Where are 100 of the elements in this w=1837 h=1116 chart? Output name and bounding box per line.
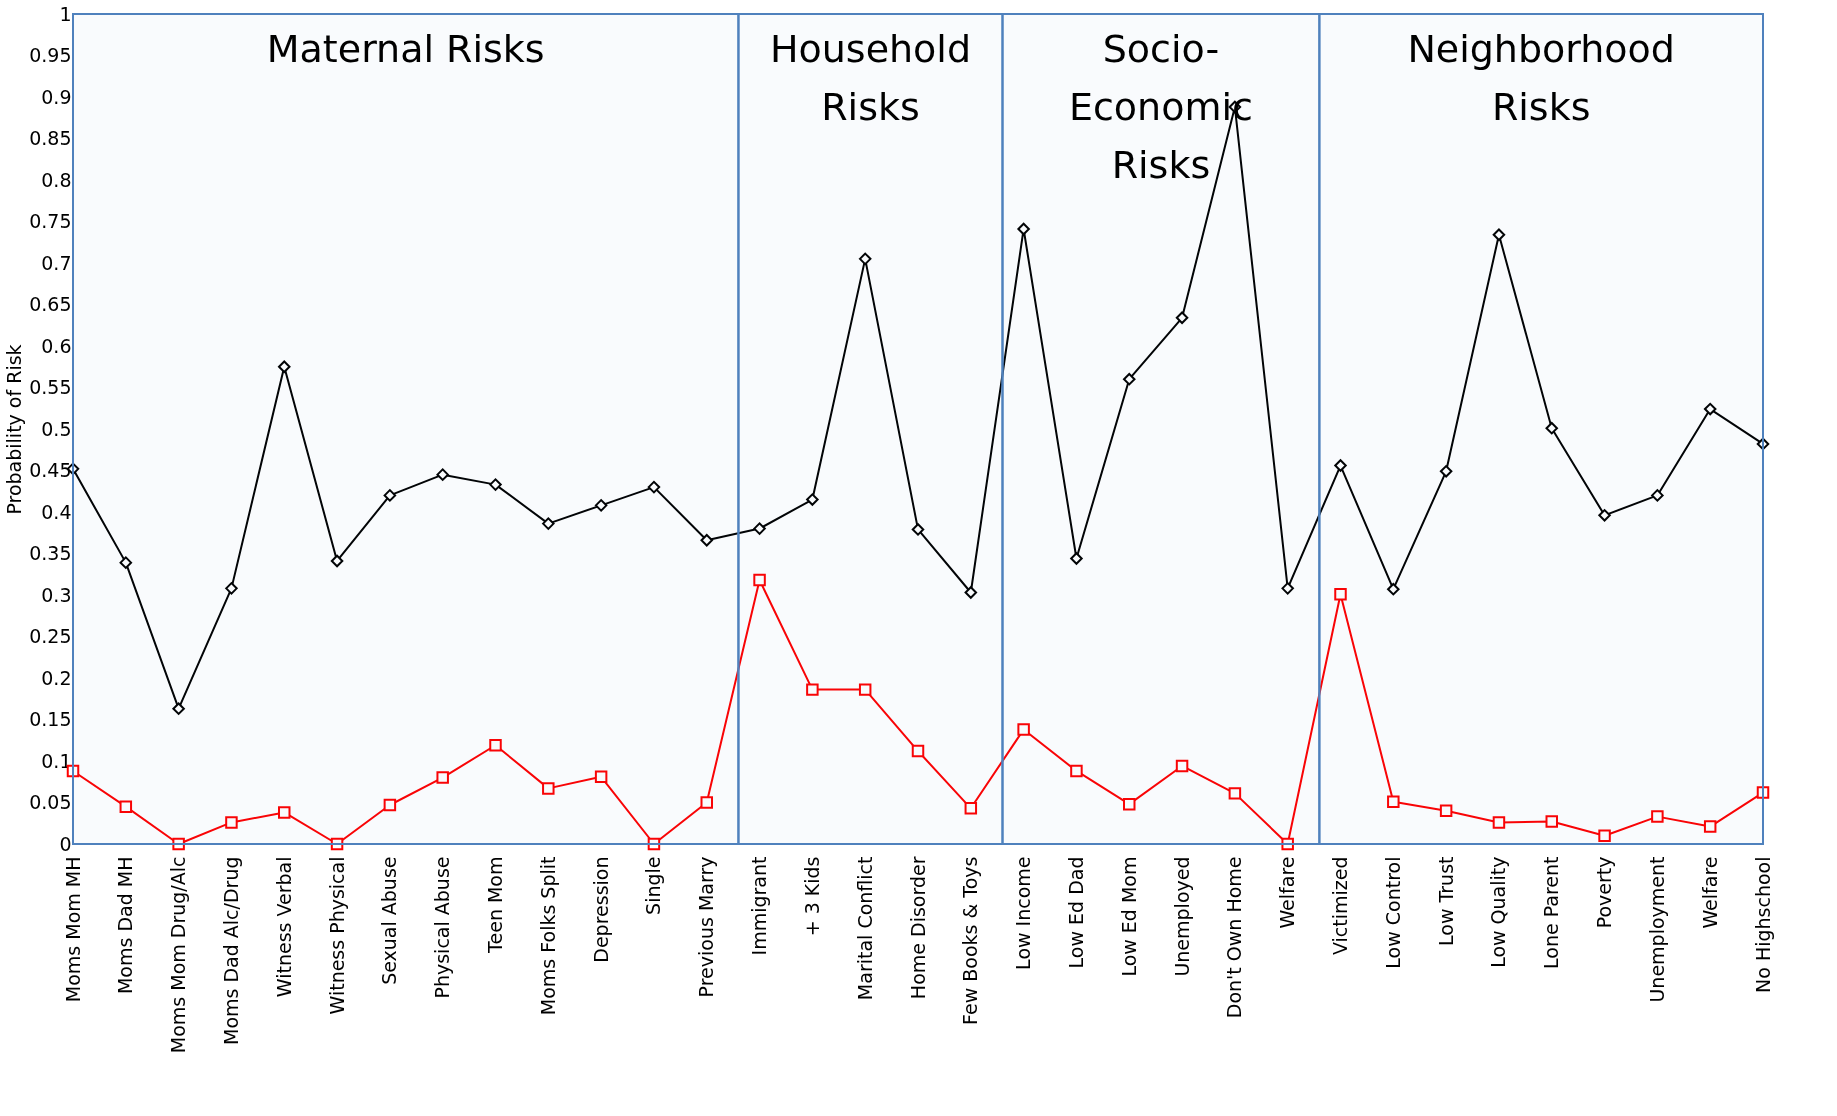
point	[1756, 786, 1770, 799]
x-tick-label: Unemployed	[1170, 856, 1193, 977]
y-tick-label: 0.8	[41, 168, 72, 191]
x-tick-label: Immigrant	[748, 856, 771, 956]
y-tick-label: 0.65	[29, 293, 72, 315]
point	[1281, 837, 1294, 851]
point	[1598, 829, 1611, 842]
band-label: Maternal Risks	[266, 27, 545, 71]
point	[1387, 582, 1400, 596]
x-tick-label: Teen Mom	[484, 856, 506, 954]
point	[119, 556, 133, 569]
point	[225, 816, 238, 829]
point	[1492, 228, 1506, 242]
x-tick-label: Previous Marry	[695, 856, 718, 998]
point	[1070, 764, 1083, 778]
y-tick-label: 0.95	[29, 44, 72, 66]
x-tick-label: Low Ed Dad	[1064, 856, 1087, 969]
x-tick-label: Don't Own Home	[1223, 856, 1246, 1019]
point	[172, 702, 185, 715]
x-tick-label: Poverty	[1593, 856, 1616, 929]
band-label: Household Risks	[769, 27, 972, 129]
y-tick-label: 0.4	[41, 500, 72, 523]
x-tick-label: Marital Conflict	[853, 856, 876, 1001]
x-tick-label: Moms Dad MH	[114, 856, 137, 995]
point	[1439, 804, 1453, 818]
point	[1651, 810, 1664, 823]
point	[278, 360, 291, 373]
point	[911, 523, 925, 536]
x-tick-label: + 3 Kids	[800, 856, 823, 937]
point	[964, 802, 978, 815]
y-tick-label: 0	[59, 832, 72, 855]
x-tick-label: Victimized	[1329, 856, 1351, 956]
point	[66, 764, 80, 778]
point	[1070, 552, 1083, 565]
point	[1017, 723, 1030, 736]
x-tick-label: Witness Physical	[325, 856, 348, 1015]
point	[700, 796, 713, 809]
x-tick-label: Welfare	[1698, 856, 1721, 929]
y-tick-label: 0.1	[41, 749, 72, 772]
point	[1545, 421, 1558, 435]
x-tick-label: Low Ed Mom	[1117, 856, 1140, 977]
x-tick-label: Few Books & Toys	[959, 856, 982, 1025]
x-tick-label: Low Trust	[1434, 856, 1457, 946]
point	[753, 522, 766, 535]
x-tick-label: Single	[642, 856, 665, 915]
point	[330, 837, 344, 851]
y-axis-title: Probability of Risk	[3, 344, 26, 515]
point	[911, 744, 925, 758]
point	[647, 480, 661, 494]
x-tick-label: Low Quality	[1487, 856, 1510, 968]
point	[383, 489, 397, 502]
x-tick-label: Depression	[589, 856, 612, 963]
band-label: Socio- Economic Risks	[1068, 27, 1253, 187]
point	[858, 252, 872, 266]
y-tick-label: 0.3	[41, 583, 72, 606]
point	[594, 499, 608, 512]
x-tick-label: Home Disorder	[906, 856, 929, 1000]
y-tick-label: 0.7	[41, 251, 72, 274]
point	[1175, 311, 1189, 325]
x-tick-label: Moms Mom Drug/Alc	[167, 856, 190, 1054]
y-tick-label: 1	[59, 2, 72, 25]
point	[806, 683, 819, 696]
point	[753, 573, 766, 587]
point	[542, 517, 555, 530]
x-tick-label: Moms Dad Alc/Drug	[219, 856, 242, 1046]
point	[1387, 795, 1400, 808]
point	[594, 770, 608, 784]
point	[1123, 372, 1136, 386]
y-tick-label: 0.25	[29, 625, 72, 647]
point	[542, 782, 555, 795]
y-tick-label: 0.55	[29, 376, 72, 398]
point	[1228, 787, 1242, 800]
x-tick-label: No Highschool	[1751, 856, 1774, 993]
y-tick-label: 0.75	[29, 210, 72, 232]
point	[1703, 402, 1717, 416]
point	[1598, 509, 1611, 522]
point	[330, 554, 344, 568]
y-tick-label: 0.2	[41, 666, 72, 689]
x-tick-label: Unemployment	[1645, 856, 1668, 1003]
point	[119, 800, 133, 813]
point	[436, 468, 449, 481]
point	[806, 493, 819, 506]
y-tick-label: 0.05	[29, 791, 72, 813]
point	[1439, 465, 1453, 478]
point	[489, 738, 502, 752]
point	[1334, 587, 1347, 601]
point	[964, 586, 978, 599]
x-tick-label: Sexual Abuse	[378, 856, 401, 985]
y-tick-label: 0.45	[29, 459, 72, 481]
x-tick-label: Lone Parent	[1540, 856, 1563, 969]
point	[1545, 815, 1558, 828]
y-tick-label: 0.9	[41, 85, 72, 108]
point	[1334, 459, 1347, 472]
point	[1123, 797, 1136, 811]
point	[1492, 816, 1506, 829]
point	[489, 478, 502, 491]
point	[1281, 582, 1294, 595]
y-tick-label: 0.15	[29, 708, 72, 730]
y-tick-label: 0.6	[41, 334, 72, 357]
point	[225, 582, 238, 595]
